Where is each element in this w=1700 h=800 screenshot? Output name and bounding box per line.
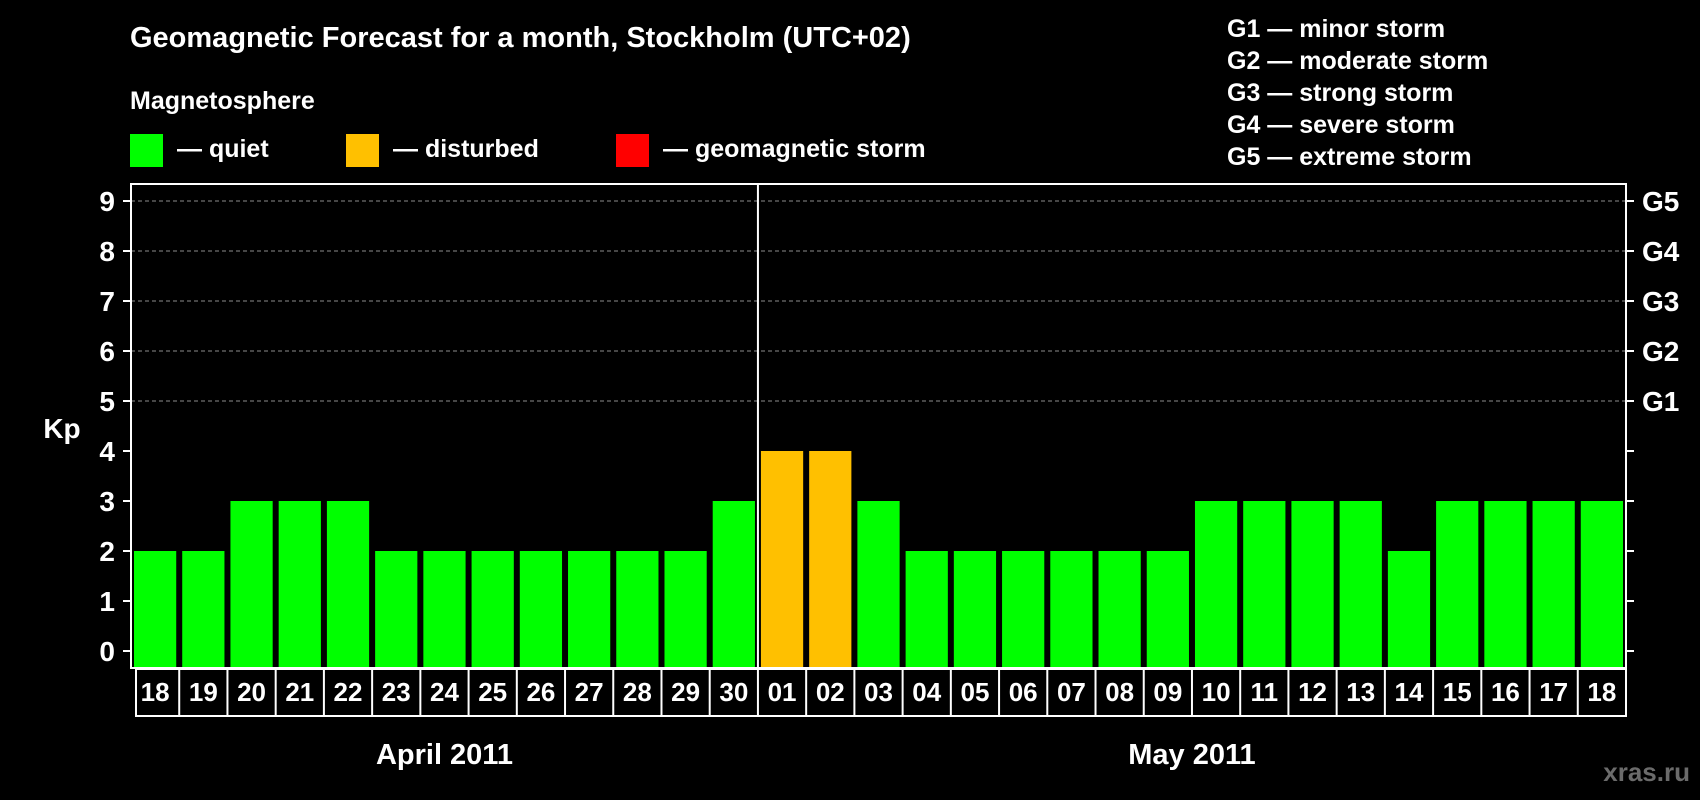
date-label-5: 22 [334,677,363,707]
date-label-10: 27 [575,677,604,707]
legend-swatch-1 [346,134,379,167]
y-tick-label-5: 5 [99,386,115,417]
y-tick-label-1: 1 [99,586,115,617]
date-label-16: 03 [864,677,893,707]
date-label-20: 07 [1057,677,1086,707]
bar-day-8 [471,551,514,668]
legend-label-2: — geomagnetic storm [663,135,926,163]
y-tick-label-2: 2 [99,536,115,567]
y-tick-label-6: 6 [99,336,115,367]
y-tick-label-9: 9 [99,186,115,217]
bar-day-6 [375,551,418,668]
bar-day-3 [230,501,273,668]
bar-day-17 [905,551,948,668]
bar-day-28 [1436,501,1479,668]
bar-day-15 [809,451,852,668]
bar-day-24 [1243,501,1286,668]
storm-scale-legend: G1 — minor storm G2 — moderate storm G3 — … [1227,15,1488,171]
bar-day-21 [1098,551,1141,668]
bar-day-14 [760,451,804,668]
bar-day-31 [1580,501,1623,668]
date-label-21: 08 [1105,677,1134,707]
date-label-4: 21 [285,677,314,707]
bar-day-1 [134,551,177,668]
watermark: xras.ru [1603,757,1690,787]
storm-scale-item-4: G5 — extreme storm [1227,143,1472,171]
date-label-27: 14 [1395,677,1424,707]
date-label-13: 30 [719,677,748,707]
storm-level-label-g5: G5 [1642,186,1679,217]
bar-day-23 [1194,501,1238,668]
storm-level-label-g1: G1 [1642,386,1679,417]
bar-day-10 [568,551,611,668]
storm-scale-item-3: G4 — severe storm [1227,111,1455,139]
storm-scale-item-2: G3 — strong storm [1227,79,1453,107]
bar-day-16 [857,501,900,668]
date-label-24: 11 [1251,677,1279,707]
legend: — quiet — disturbed — geomagnetic storm [130,134,926,167]
month-label-1: May 2011 [1128,739,1255,771]
legend-swatch-2 [616,134,649,167]
date-label-9: 26 [526,677,555,707]
date-label-3: 20 [237,677,266,707]
bar-day-5 [326,501,370,668]
bar-day-12 [664,551,707,668]
bar-day-30 [1532,501,1575,668]
bar-day-25 [1291,501,1334,668]
date-label-31: 18 [1587,677,1616,707]
date-label-30: 17 [1539,677,1568,707]
date-label-15: 02 [816,677,845,707]
storm-scale-item-1: G2 — moderate storm [1227,47,1488,75]
date-label-7: 24 [430,677,459,707]
bar-day-9 [519,551,563,668]
month-label-0: April 2011 [376,739,513,771]
bar-day-22 [1146,551,1189,668]
y-tick-label-7: 7 [99,286,115,317]
bar-day-20 [1050,551,1093,668]
bar-day-13 [712,501,755,668]
bar-day-7 [423,551,466,668]
date-label-23: 10 [1202,677,1231,707]
chart-title: Geomagnetic Forecast for a month, Stockh… [130,22,911,54]
date-label-1: 18 [141,677,170,707]
date-row-frame [135,668,1627,717]
bar-day-19 [1002,551,1045,668]
date-label-11: 28 [623,677,652,707]
bar-day-18 [953,551,997,668]
date-label-26: 13 [1346,677,1375,707]
bar-day-4 [278,501,321,668]
bar-day-26 [1339,501,1382,668]
y-axis-label: Kp [43,413,80,444]
date-label-18: 05 [960,677,989,707]
date-label-28: 15 [1443,677,1472,707]
date-label-19: 06 [1009,677,1038,707]
legend-heading: Magnetosphere [130,87,315,115]
date-label-14: 01 [768,677,797,707]
storm-level-label-g3: G3 [1642,286,1679,317]
y-tick-label-8: 8 [99,236,115,267]
date-label-2: 19 [189,677,218,707]
y-tick-label-0: 0 [99,636,115,667]
bar-day-11 [616,551,659,668]
storm-scale-item-0: G1 — minor storm [1227,15,1445,43]
legend-label-0: — quiet [177,135,269,163]
date-label-29: 16 [1491,677,1520,707]
legend-swatch-0 [130,134,163,167]
legend-label-1: — disturbed [393,135,539,163]
y-tick-label-4: 4 [99,436,115,467]
date-label-25: 12 [1298,677,1327,707]
date-label-6: 23 [382,677,411,707]
date-label-12: 29 [671,677,700,707]
bar-day-2 [182,551,225,668]
y-tick-label-3: 3 [99,486,115,517]
bar-day-29 [1484,501,1527,668]
bar-day-27 [1387,551,1431,668]
storm-level-label-g4: G4 [1642,236,1680,267]
date-label-22: 09 [1153,677,1182,707]
date-label-8: 25 [478,677,507,707]
date-label-17: 04 [912,677,941,707]
storm-level-label-g2: G2 [1642,336,1679,367]
